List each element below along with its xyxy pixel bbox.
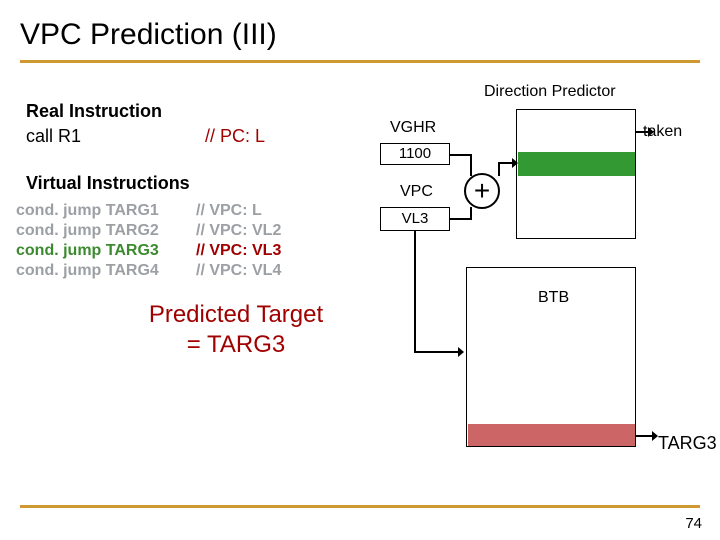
vghr-box: 1100 [380,143,450,165]
virt-comment: // VPC: VL3 [196,242,281,259]
dp-highlight-row [518,152,635,176]
targ-output: TARG3 [658,433,717,454]
virt-instr: cond. jump TARG1 [16,202,196,220]
arrow-line [498,162,500,176]
call-row: call R1 // PC: L [26,126,386,147]
arrowhead-icon [512,158,518,168]
arrowhead-icon [458,347,464,357]
arrow-line [450,154,470,156]
virt-instr: cond. jump TARG4 [16,262,196,280]
virt-comment: // VPC: VL2 [196,222,281,239]
virtual-list: cond. jump TARG1// VPC: Lcond. jump TARG… [16,202,386,280]
diagram: Direction Predictor taken VGHR 1100 VPC … [368,77,708,497]
arrow-line [450,218,470,220]
vpc-label: VPC [400,183,433,201]
virtual-instruction-row: cond. jump TARG1// VPC: L [16,202,386,220]
virt-instr: cond. jump TARG3 [16,242,196,260]
direction-predictor-label: Direction Predictor [484,83,616,101]
predicted-target: Predicted Target = TARG3 [86,300,386,360]
virtual-instruction-row: cond. jump TARG2// VPC: VL2 [16,222,386,240]
direction-predictor-box [516,109,636,239]
slide-title: VPC Prediction (III) [0,0,720,60]
vpc-box: VL3 [380,207,450,231]
arrow-line [414,351,460,353]
virt-comment: // VPC: VL4 [196,262,281,279]
btb-highlight-row [468,424,635,446]
pc-comment: // PC: L [205,126,265,146]
virtual-instruction-row: cond. jump TARG3// VPC: VL3 [16,242,386,260]
arrowhead-icon [648,127,654,137]
virtual-heading: Virtual Instructions [26,173,386,194]
footer-underline [20,505,700,508]
arrow-line [414,231,416,351]
hash-circle: + [464,173,500,209]
arrow-line [470,154,472,176]
virt-comment: // VPC: L [196,202,262,219]
call-label: call R1 [26,126,200,147]
virtual-instruction-row: cond. jump TARG4// VPC: VL4 [16,262,386,280]
btb-label: BTB [538,289,569,307]
predicted-line2: = TARG3 [86,330,386,360]
left-column: Real Instruction call R1 // PC: L Virtua… [26,101,386,360]
real-instruction-heading: Real Instruction [26,101,386,122]
content-area: Real Instruction call R1 // PC: L Virtua… [0,63,720,493]
arrow-line [470,207,472,220]
page-number: 74 [685,515,702,532]
virt-instr: cond. jump TARG2 [16,222,196,240]
predicted-line1: Predicted Target [86,300,386,330]
vghr-label: VGHR [390,119,436,137]
